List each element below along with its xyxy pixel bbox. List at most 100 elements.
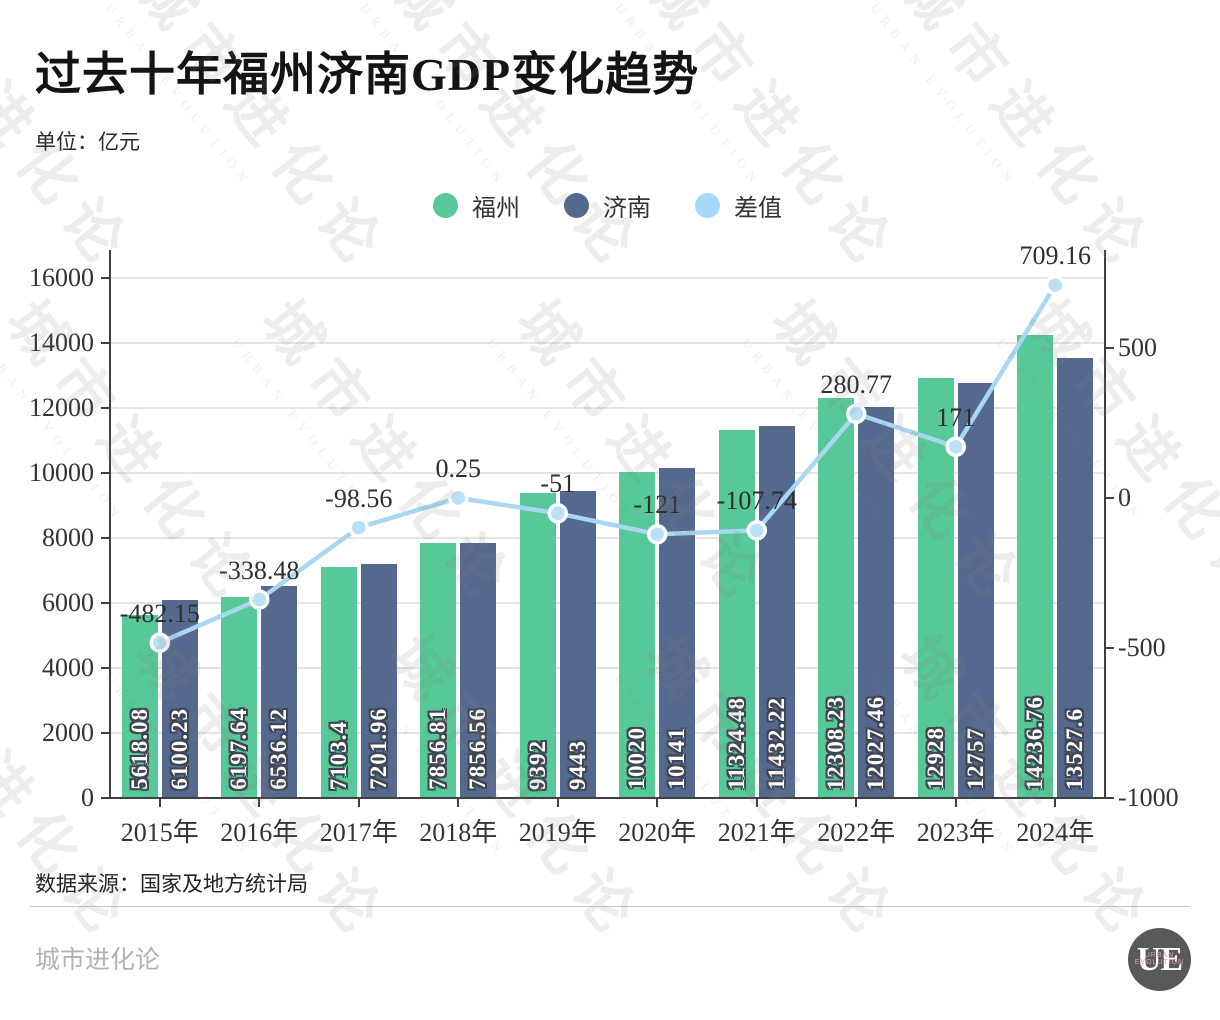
logo-subtext: URBAN EVOLUTION	[1134, 952, 1185, 966]
gridline-8000	[110, 537, 1105, 539]
bar-fuzhou-2019年: 9392	[519, 492, 556, 797]
x-axis-category-label: 2015年	[120, 818, 199, 847]
x-axis-category-label: 2024年	[1016, 818, 1095, 847]
page-title: 过去十年福州济南GDP变化趋势	[35, 49, 700, 100]
x-axis-tick	[457, 798, 460, 807]
legend-label: 差值	[734, 196, 782, 222]
right-axis-tick-label: 500	[1118, 333, 1157, 362]
legend-swatch-icon	[564, 193, 589, 218]
bar-fuzhou-2024年: 14236.76	[1017, 335, 1054, 797]
right-axis-tick	[1105, 647, 1114, 649]
left-axis-tick-label: 8000	[42, 523, 94, 552]
footer-brand: 城市进化论	[35, 947, 161, 974]
diff-value-label-2017年: -98.56	[325, 483, 393, 513]
x-axis-category-label: 2016年	[220, 818, 299, 847]
gridline-4000	[110, 667, 1105, 669]
x-axis-category-label: 2021年	[717, 818, 796, 847]
diff-value-label-2021年: -107.74	[716, 486, 797, 516]
left-axis-tick	[101, 602, 110, 604]
left-axis-tick	[101, 472, 110, 474]
legend-item-diff: 差值	[695, 188, 782, 223]
right-axis-tick	[1105, 797, 1114, 799]
bar-jinan-2024年: 13527.6	[1057, 358, 1094, 797]
x-axis-category-label: 2022年	[817, 818, 896, 847]
diff-point-marker-2017年	[348, 517, 369, 538]
x-axis-category-label: 2018年	[419, 818, 498, 847]
bar-jinan-2020年: 10141	[659, 468, 696, 797]
legend-label: 福州	[472, 196, 520, 222]
left-axis-tick-label: 2000	[42, 718, 94, 747]
gridline-2000	[110, 732, 1105, 734]
left-axis-tick	[101, 342, 110, 344]
left-axis-tick-label: 12000	[29, 393, 94, 422]
diff-point-marker-2024年	[1045, 275, 1066, 296]
right-axis-tick	[1105, 497, 1114, 499]
bar-fuzhou-2021年: 11324.48	[718, 429, 755, 797]
bar-jinan-2016年: 6536.12	[261, 585, 298, 797]
left-axis-line	[109, 250, 111, 798]
x-axis-tick	[954, 798, 957, 807]
x-axis-tick	[855, 798, 858, 807]
left-axis-tick-label: 16000	[29, 263, 94, 292]
x-axis-tick	[1054, 798, 1057, 807]
x-axis-line	[109, 797, 1106, 799]
diff-value-label-2022年: 280.77	[820, 369, 893, 399]
diff-point-marker-2022年	[846, 403, 867, 425]
diff-value-label-2016年: -338.48	[219, 555, 300, 585]
bar-jinan-2022年: 12027.46	[858, 407, 895, 797]
x-axis-category-label: 2017年	[319, 818, 398, 847]
left-axis-tick-label: 0	[81, 783, 94, 812]
left-axis-tick-label: 14000	[29, 328, 94, 357]
gridline-14000	[110, 342, 1105, 344]
x-axis-tick	[755, 798, 758, 807]
right-axis-tick-label: 0	[1118, 483, 1131, 512]
x-axis-category-label: 2023年	[916, 818, 995, 847]
bar-jinan-2017年: 7201.96	[360, 563, 397, 797]
legend-label: 济南	[603, 196, 651, 222]
right-axis-tick	[1105, 347, 1114, 349]
diff-value-label-2018年: 0.25	[435, 453, 482, 483]
gridline-16000	[110, 277, 1105, 279]
diff-point-marker-2023年	[945, 436, 966, 457]
left-axis-tick-label: 4000	[42, 653, 94, 682]
diff-value-label-2024年: 709.16	[1019, 241, 1092, 271]
x-axis-tick	[158, 798, 161, 807]
left-axis-tick	[101, 537, 110, 539]
left-axis-tick	[101, 667, 110, 669]
bar-fuzhou-2022年: 12308.23	[818, 397, 855, 797]
bar-fuzhou-2016年: 6197.64	[221, 596, 258, 797]
diff-point-marker-2021年	[746, 520, 767, 541]
unit-label: 单位：亿元	[35, 130, 140, 154]
x-axis-tick	[258, 798, 261, 807]
diff-value-label-2019年: -51	[540, 469, 576, 499]
left-axis-tick	[101, 797, 110, 799]
x-axis-tick	[357, 798, 360, 807]
gridline-12000	[110, 407, 1105, 409]
data-source-note: 数据来源：国家及地方统计局	[35, 872, 308, 896]
diff-point-marker-2018年	[448, 487, 469, 509]
legend-swatch-icon	[695, 193, 720, 218]
left-axis-tick	[101, 407, 110, 409]
diff-line	[157, 283, 1058, 645]
bar-jinan-2019年: 9443	[559, 491, 596, 797]
bar-fuzhou-2017年: 7103.4	[320, 567, 357, 797]
left-axis-tick-label: 10000	[29, 458, 94, 487]
right-axis-line	[1104, 250, 1106, 798]
diff-point-marker-2016年	[249, 589, 270, 610]
x-axis-category-label: 2020年	[618, 818, 697, 847]
left-axis-tick-label: 6000	[42, 588, 94, 617]
legend-item-fuzhou: 福州	[433, 188, 520, 223]
left-axis-tick	[101, 732, 110, 734]
right-axis-tick-label: -500	[1118, 633, 1166, 662]
bar-fuzhou-2018年: 7856.81	[420, 542, 457, 797]
footer-divider	[30, 906, 1190, 907]
right-axis-tick-label: -1000	[1118, 783, 1179, 812]
x-axis-category-label: 2019年	[518, 818, 597, 847]
diff-point-marker-2015年	[149, 632, 170, 653]
legend-swatch-icon	[433, 193, 458, 218]
gridline-10000	[110, 472, 1105, 474]
x-axis-tick	[556, 798, 559, 807]
